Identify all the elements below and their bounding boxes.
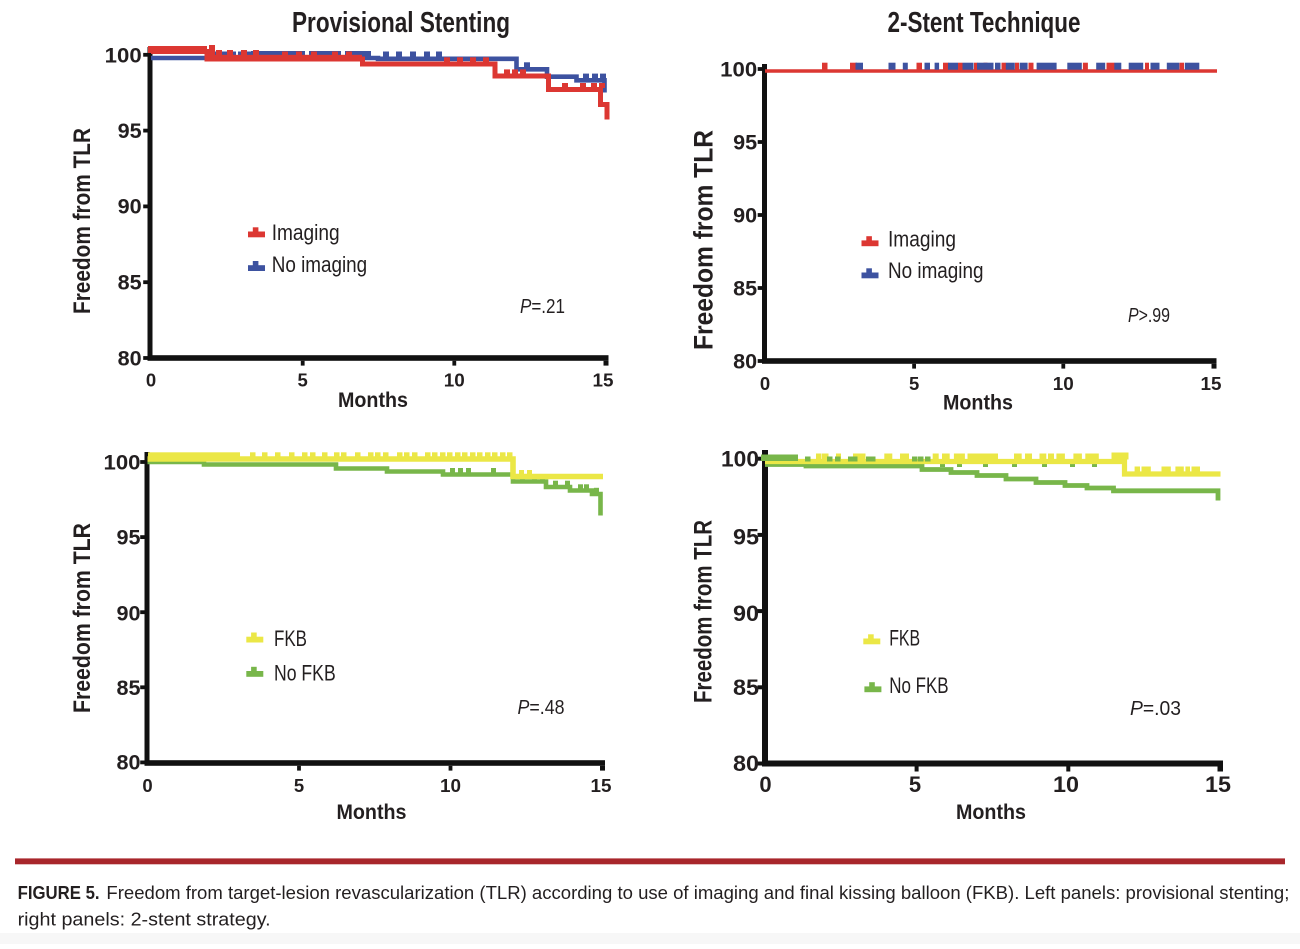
svg-text:P=.21: P=.21 (520, 296, 565, 318)
svg-text:Provisional Stenting: Provisional Stenting (292, 7, 510, 39)
svg-text:Months: Months (943, 392, 1013, 415)
svg-text:95: 95 (733, 131, 757, 154)
svg-text:10: 10 (440, 775, 461, 796)
svg-text:5: 5 (297, 369, 307, 390)
svg-text:5: 5 (909, 373, 919, 394)
svg-text:No imaging: No imaging (888, 258, 984, 283)
svg-text:10: 10 (1053, 772, 1079, 797)
svg-text:85: 85 (733, 277, 757, 300)
svg-text:Freedom from TLR: Freedom from TLR (69, 523, 96, 713)
svg-text:85: 85 (118, 271, 142, 294)
svg-text:10: 10 (1053, 373, 1074, 394)
svg-text:0: 0 (760, 373, 770, 394)
svg-text:95: 95 (733, 524, 759, 549)
svg-text:P=.03: P=.03 (1130, 698, 1181, 720)
svg-text:15: 15 (1201, 373, 1222, 394)
svg-text:80: 80 (733, 350, 757, 373)
svg-text:100: 100 (720, 58, 757, 81)
svg-text:Freedom from TLR: Freedom from TLR (690, 520, 718, 703)
svg-text:95: 95 (117, 526, 141, 549)
svg-text:P>.99: P>.99 (1128, 305, 1170, 327)
svg-text:5: 5 (909, 772, 921, 797)
svg-text:No FKB: No FKB (274, 660, 336, 685)
svg-text:0: 0 (759, 772, 771, 797)
svg-text:100: 100 (104, 451, 141, 474)
svg-text:80: 80 (733, 751, 759, 776)
svg-text:15: 15 (593, 369, 614, 390)
svg-text:15: 15 (591, 775, 612, 796)
svg-text:5: 5 (294, 775, 304, 796)
svg-text:Freedom from target-lesion rev: Freedom from target-lesion revasculariza… (106, 882, 1289, 903)
svg-text:85: 85 (733, 675, 759, 700)
svg-text:80: 80 (118, 347, 142, 370)
svg-text:100: 100 (721, 446, 759, 471)
svg-text:No FKB: No FKB (889, 673, 948, 698)
svg-text:0: 0 (142, 775, 152, 796)
svg-text:95: 95 (118, 120, 142, 143)
svg-text:Months: Months (338, 389, 408, 412)
svg-text:right panels: 2-stent strategy: right panels: 2-stent strategy. (18, 909, 271, 930)
svg-text:10: 10 (444, 369, 465, 390)
svg-text:Freedom from TLR: Freedom from TLR (689, 130, 719, 350)
svg-text:2-Stent Technique: 2-Stent Technique (888, 7, 1081, 39)
svg-text:FKB: FKB (274, 626, 307, 651)
svg-text:15: 15 (1205, 772, 1231, 797)
svg-text:FKB: FKB (889, 625, 920, 650)
svg-text:0: 0 (146, 369, 156, 390)
svg-text:Freedom from TLR: Freedom from TLR (69, 128, 96, 314)
svg-text:P=.48: P=.48 (518, 697, 565, 719)
svg-text:90: 90 (733, 601, 759, 626)
svg-text:Imaging: Imaging (272, 220, 340, 245)
svg-text:90: 90 (733, 204, 757, 227)
svg-text:80: 80 (117, 752, 141, 775)
svg-text:100: 100 (105, 44, 142, 67)
svg-text:Months: Months (337, 801, 407, 824)
svg-text:Imaging: Imaging (888, 227, 956, 252)
svg-text:FIGURE 5.: FIGURE 5. (18, 882, 100, 903)
svg-text:90: 90 (117, 603, 141, 626)
svg-text:No imaging: No imaging (272, 252, 368, 277)
svg-text:90: 90 (118, 196, 142, 219)
svg-text:85: 85 (117, 677, 141, 700)
svg-text:Months: Months (956, 801, 1026, 824)
